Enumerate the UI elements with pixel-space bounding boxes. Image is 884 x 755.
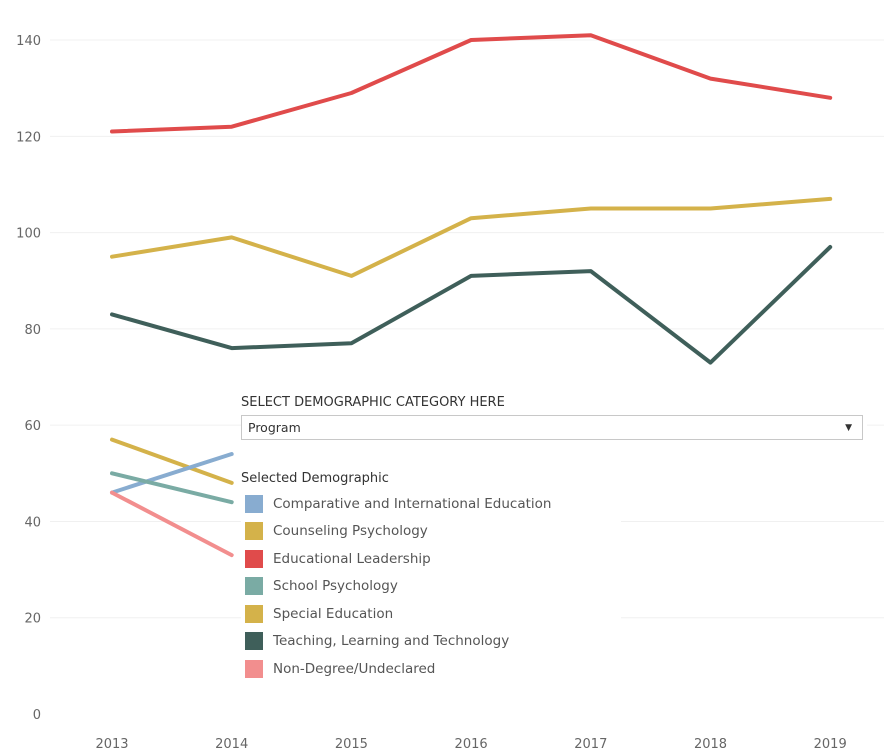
legend-swatch [245, 659, 263, 678]
x-tick-label: 2016 [455, 737, 488, 752]
series-line[interactable] [110, 471, 234, 505]
legend-label: School Psychology [273, 578, 398, 595]
legend-swatch [245, 494, 263, 513]
legend-item[interactable]: Non-Degree/Undeclared [241, 655, 621, 683]
legend-item[interactable]: Comparative and International Education [241, 490, 621, 518]
y-tick-label: 60 [24, 419, 41, 434]
y-tick-label: 40 [24, 515, 41, 530]
legend-swatch [245, 549, 263, 568]
legend-item[interactable]: Counseling Psychology [241, 518, 621, 546]
legend-items: Comparative and International Education C… [241, 490, 621, 683]
legend-label: Counseling Psychology [273, 523, 428, 540]
series-line[interactable] [110, 490, 234, 558]
y-axis: 0 20 40 60 80 100 120 140 [16, 34, 41, 723]
y-tick-label: 120 [16, 130, 41, 145]
y-tick-label: 140 [16, 34, 41, 49]
legend-title: Selected Demographic [241, 471, 389, 486]
legend-label: Special Education [273, 605, 394, 622]
legend-label: Comparative and International Education [273, 495, 552, 512]
legend-swatch [245, 522, 263, 541]
legend-swatch [245, 577, 263, 596]
legend-item[interactable]: Educational Leadership [241, 545, 621, 573]
legend-item[interactable]: Special Education [241, 600, 621, 628]
legend-swatch [245, 632, 263, 651]
legend-item[interactable]: School Psychology [241, 573, 621, 601]
series-line[interactable] [110, 33, 833, 134]
x-axis: 2013 2014 2015 2016 2017 2018 2019 [95, 737, 846, 752]
x-tick-label: 2017 [574, 737, 607, 752]
x-tick-label: 2014 [215, 737, 248, 752]
filter-selected-value: Program [248, 420, 301, 435]
legend: Selected Demographic Comparative and Int… [241, 468, 621, 687]
legend-label: Teaching, Learning and Technology [273, 633, 510, 650]
series-line[interactable] [110, 196, 833, 278]
series-line[interactable] [110, 437, 234, 485]
series-line[interactable] [110, 245, 833, 365]
y-tick-label: 100 [16, 227, 41, 242]
series-lines [110, 33, 833, 558]
dropdown-arrow-icon[interactable]: ▼ [845, 422, 852, 433]
demographic-category-select[interactable]: Program ▼ [241, 415, 863, 440]
x-tick-label: 2013 [95, 737, 128, 752]
x-tick-label: 2015 [335, 737, 368, 752]
y-tick-label: 0 [33, 708, 41, 723]
series-line[interactable] [110, 452, 234, 495]
demographic-filter: SELECT DEMOGRAPHIC CATEGORY HERE Program… [241, 393, 867, 440]
y-tick-label: 20 [24, 612, 41, 627]
x-tick-label: 2019 [814, 737, 847, 752]
legend-item[interactable]: Teaching, Learning and Technology [241, 628, 621, 656]
x-tick-label: 2018 [694, 737, 727, 752]
legend-swatch [245, 604, 263, 623]
legend-label: Non-Degree/Undeclared [273, 660, 436, 677]
y-tick-label: 80 [24, 323, 41, 338]
legend-label: Educational Leadership [273, 550, 431, 567]
filter-label: SELECT DEMOGRAPHIC CATEGORY HERE [241, 395, 505, 410]
